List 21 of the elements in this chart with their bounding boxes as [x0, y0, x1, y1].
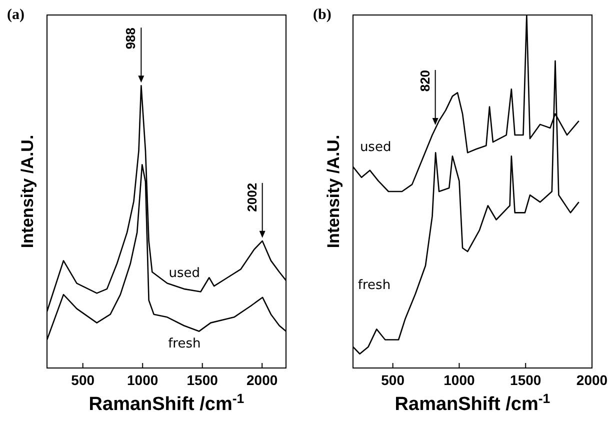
- series-label: fresh: [358, 278, 391, 294]
- chart-title: (a): [7, 7, 24, 23]
- x-tick-label: 2000: [576, 372, 608, 388]
- annotation: 2002: [244, 182, 260, 212]
- x-tick-label: 1500: [510, 372, 542, 388]
- y-axis-title: Intensity /A.U.: [324, 134, 343, 248]
- chart-title: (b): [313, 7, 332, 23]
- x-axis-title: RamanShift /cm$^{-1}$: [394, 390, 551, 415]
- series-label: fresh: [168, 336, 201, 352]
- annotation: 988: [123, 28, 138, 50]
- y-axis-title: Intensity /A.U.: [18, 134, 37, 248]
- x-tick-label: 1000: [444, 372, 476, 388]
- series-label: used: [168, 266, 200, 281]
- x-tick-label: 500: [381, 372, 405, 388]
- x-axis-title: RamanShift /cm$^{-1}$: [88, 390, 245, 415]
- x-tick-label: 500: [71, 372, 95, 388]
- x-tick-label: 1500: [186, 372, 218, 388]
- x-tick-label: 1000: [127, 372, 158, 388]
- x-tick-label: 2000: [246, 372, 278, 388]
- series-label: used: [360, 140, 392, 155]
- annotation: 820: [417, 70, 432, 92]
